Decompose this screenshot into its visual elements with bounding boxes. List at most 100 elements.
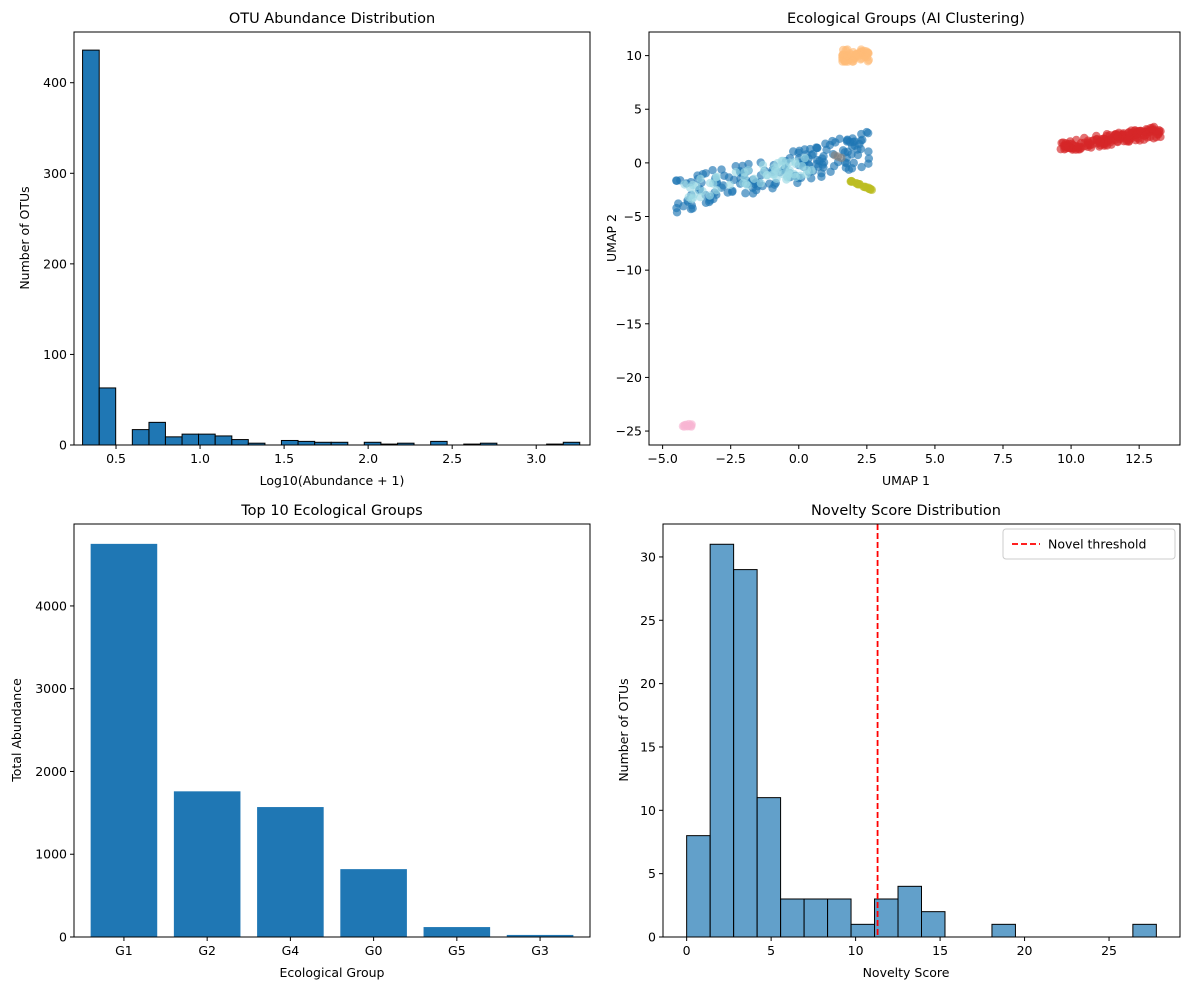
abundance-histogram-bar: [231, 439, 249, 446]
umap-point: [818, 160, 827, 169]
top-groups-bar: [423, 927, 491, 937]
abundance-histogram-ytick-label: 300: [43, 166, 67, 181]
umap-point: [717, 165, 726, 174]
umap-point: [817, 168, 826, 178]
umap-point: [855, 179, 864, 189]
top-groups-bar: [173, 791, 241, 937]
umap-point: [807, 166, 816, 175]
umap-point: [758, 160, 768, 170]
umap-point: [1148, 123, 1157, 133]
novelty-histogram-bar: [1132, 923, 1157, 938]
abundance-histogram-bar: [164, 436, 183, 446]
top-groups-ylabel: Total Abundance: [9, 678, 24, 783]
umap-scatter-xtick-label: 7.5: [993, 451, 1013, 466]
umap-point: [743, 166, 753, 175]
novelty-histogram-ytick-label: 25: [640, 613, 656, 628]
umap-point: [696, 192, 705, 202]
umap-point: [784, 168, 793, 178]
top-groups-ytick-label: 2000: [35, 764, 67, 779]
umap-point: [848, 57, 857, 66]
abundance-histogram-bar: [297, 440, 316, 446]
umap-point: [863, 48, 873, 57]
novelty-histogram-xtick-label: 5: [767, 943, 775, 958]
umap-point: [828, 136, 837, 146]
umap-point: [705, 178, 715, 188]
umap-scatter-xtick-label: −5.0: [647, 451, 677, 466]
umap-point: [680, 180, 689, 189]
umap-point: [756, 179, 766, 188]
novelty-histogram-xtick-label: 15: [932, 943, 948, 958]
umap-scatter-ytick-label: −15: [616, 316, 642, 331]
umap-scatter-xtick-label: 10.0: [1057, 451, 1085, 466]
umap-point: [857, 162, 866, 172]
umap-point: [826, 167, 835, 177]
novelty-histogram-bar: [686, 835, 711, 938]
umap-scatter-ytick-label: −10: [616, 263, 642, 278]
abundance-histogram-ytick-label: 400: [43, 75, 67, 90]
umap-scatter-ytick-label: −25: [616, 424, 642, 439]
top-groups-category-label: G5: [448, 943, 466, 958]
umap-point: [777, 156, 786, 166]
umap-point: [841, 163, 851, 172]
umap-point: [705, 191, 714, 200]
umap-point: [855, 51, 865, 60]
novelty-histogram-xlabel: Novelty Score: [863, 965, 950, 980]
umap-point: [805, 144, 815, 154]
top-groups-xlabel: Ecological Group: [280, 965, 385, 980]
novelty-histogram-panel: Novelty Score Distribution Novelty Score…: [616, 503, 1181, 980]
novelty-histogram-bar: [733, 569, 758, 938]
umap-point: [822, 145, 831, 154]
umap-scatter-ylabel: UMAP 2: [604, 214, 619, 262]
umap-point: [748, 189, 758, 198]
umap-point: [782, 175, 791, 184]
umap-point: [845, 137, 855, 147]
novelty-histogram-bar: [709, 543, 735, 938]
umap-scatter-ytick-label: 0: [634, 155, 642, 170]
umap-point: [688, 180, 697, 190]
abundance-histogram-xtick-label: 1.5: [274, 451, 294, 466]
abundance-histogram-bar: [98, 387, 117, 446]
abundance-histogram-frame: [73, 31, 591, 446]
umap-point: [725, 180, 734, 190]
novelty-histogram-ytick-label: 20: [640, 676, 656, 691]
umap-point: [1122, 137, 1131, 146]
umap-point: [849, 158, 858, 168]
umap-point: [684, 192, 693, 202]
top-groups-ytick-label: 4000: [35, 598, 67, 613]
abundance-histogram-bar: [181, 433, 200, 446]
abundance-histogram-xtick-label: 2.0: [358, 451, 378, 466]
umap-point: [839, 53, 849, 62]
novelty-histogram-ytick-label: 15: [640, 739, 656, 754]
novelty-histogram-ytick-label: 10: [640, 803, 656, 818]
umap-scatter-xtick-label: −2.5: [716, 451, 746, 466]
novelty-histogram-xtick-label: 20: [1017, 943, 1033, 958]
novelty-histogram-ytick-label: 0: [648, 930, 656, 945]
novelty-histogram-title: Novelty Score Distribution: [811, 503, 1001, 519]
umap-point: [724, 173, 734, 182]
abundance-histogram-ytick-label: 100: [43, 347, 67, 362]
top-groups-category-label: G4: [282, 943, 300, 958]
top-groups-bar: [90, 543, 158, 937]
abundance-histogram-bar: [214, 435, 233, 446]
umap-point: [833, 152, 843, 161]
umap-scatter-frame: [648, 31, 1181, 446]
novelty-histogram-ytick-label: 30: [640, 549, 656, 564]
top-groups-bar-panel: Top 10 Ecological Groups Ecological Grou…: [9, 503, 591, 980]
umap-point: [672, 203, 681, 213]
umap-point: [1061, 142, 1070, 151]
novelty-histogram-ylabel: Number of OTUs: [616, 678, 631, 781]
umap-point: [812, 159, 821, 169]
umap-scatter-ytick-label: −20: [616, 370, 642, 385]
umap-scatter-xtick-label: 12.5: [1125, 451, 1153, 466]
umap-point: [1080, 141, 1090, 151]
novelty-histogram-bar: [780, 898, 805, 938]
top-groups-category-label: G3: [531, 943, 549, 958]
top-groups-category-label: G2: [198, 943, 216, 958]
umap-point: [785, 158, 794, 167]
top-groups-bar: [257, 807, 324, 937]
top-groups-ytick-label: 0: [59, 930, 67, 945]
abundance-histogram-xtick-label: 1.0: [190, 451, 210, 466]
umap-scatter-ytick-label: 5: [634, 102, 642, 117]
umap-point: [857, 129, 866, 139]
